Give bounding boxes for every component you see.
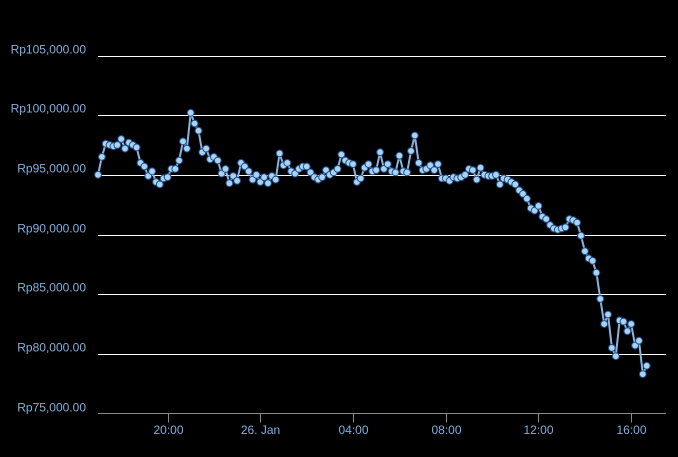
data-point[interactable] — [596, 295, 605, 303]
data-point[interactable] — [356, 174, 365, 183]
data-point[interactable] — [461, 170, 470, 179]
data-point[interactable] — [194, 126, 203, 135]
data-point[interactable] — [221, 165, 230, 173]
data-point[interactable] — [275, 149, 284, 158]
x-axis: 20:00 26. Jan 04:00 08:00 12:00 16:00 — [98, 413, 666, 437]
data-point[interactable] — [148, 167, 157, 176]
data-point[interactable] — [117, 135, 126, 143]
data-point[interactable] — [430, 166, 439, 175]
data-point[interactable] — [638, 370, 647, 379]
data-point[interactable] — [391, 168, 400, 177]
data-point[interactable] — [472, 175, 481, 184]
data-point[interactable] — [333, 165, 342, 173]
data-point[interactable] — [611, 352, 620, 361]
data-point[interactable] — [260, 173, 269, 182]
data-point[interactable] — [476, 163, 485, 172]
data-point[interactable] — [94, 170, 102, 179]
data-point[interactable] — [225, 179, 234, 188]
data-point[interactable] — [202, 144, 211, 153]
data-point[interactable] — [271, 175, 280, 184]
y-tick-label: Rp90,000.00 — [17, 222, 86, 236]
x-tick-label: 04:00 — [338, 423, 368, 437]
y-axis-tick-labels: Rp75,000.00 Rp80,000.00 Rp85,000.00 Rp90,00… — [11, 43, 87, 415]
data-point[interactable] — [98, 153, 106, 161]
data-point[interactable] — [534, 202, 543, 210]
data-point[interactable] — [140, 162, 149, 171]
data-point[interactable] — [600, 320, 609, 328]
data-point[interactable] — [113, 141, 122, 149]
x-tick-label: 26. Jan — [241, 423, 280, 437]
data-point[interactable] — [186, 108, 195, 117]
data-point[interactable] — [642, 361, 651, 370]
data-point[interactable] — [349, 160, 357, 169]
data-point[interactable] — [407, 147, 415, 155]
data-point[interactable] — [318, 173, 327, 182]
data-point[interactable] — [623, 327, 632, 336]
data-point[interactable] — [132, 143, 141, 152]
data-point[interactable] — [163, 173, 172, 182]
data-point[interactable] — [577, 231, 585, 240]
data-point[interactable] — [190, 119, 199, 128]
data-point[interactable] — [383, 160, 392, 169]
data-point[interactable] — [573, 218, 581, 227]
data-point[interactable] — [581, 247, 589, 256]
data-point[interactable] — [372, 166, 381, 175]
gridlines — [98, 56, 666, 355]
data-point[interactable] — [364, 160, 373, 169]
data-point[interactable] — [252, 170, 261, 179]
data-point[interactable] — [175, 156, 184, 165]
data-point[interactable] — [434, 160, 442, 169]
data-point[interactable] — [592, 268, 601, 277]
y-tick-label: Rp80,000.00 — [17, 341, 86, 355]
data-point[interactable] — [627, 320, 636, 328]
data-point[interactable] — [403, 168, 412, 177]
data-point[interactable] — [395, 151, 404, 160]
x-tick-label: 16:00 — [616, 423, 646, 437]
data-point[interactable] — [213, 156, 222, 165]
y-tick-label: Rp85,000.00 — [17, 281, 86, 295]
y-tick-label: Rp75,000.00 — [17, 401, 86, 415]
data-point[interactable] — [492, 170, 500, 179]
data-point[interactable] — [414, 159, 423, 167]
data-point[interactable] — [523, 194, 531, 203]
data-point[interactable] — [264, 179, 272, 188]
y-tick-label: Rp95,000.00 — [17, 162, 86, 176]
data-point[interactable] — [337, 150, 346, 159]
data-point[interactable] — [588, 256, 597, 265]
data-point[interactable] — [179, 137, 187, 146]
data-point[interactable] — [155, 180, 164, 189]
data-point[interactable] — [542, 215, 551, 223]
data-point[interactable] — [410, 131, 419, 140]
data-point[interactable] — [244, 167, 253, 176]
data-point[interactable] — [635, 336, 643, 345]
data-point[interactable] — [376, 148, 385, 157]
data-point[interactable] — [283, 159, 292, 167]
data-point[interactable] — [604, 310, 612, 319]
y-tick-label: Rp100,000.00 — [11, 102, 87, 116]
data-point[interactable] — [608, 344, 616, 352]
data-point[interactable] — [511, 180, 520, 189]
x-tick-label: 12:00 — [523, 423, 553, 437]
y-tick-label: Rp105,000.00 — [11, 43, 87, 57]
x-tick-label: 20:00 — [153, 423, 183, 437]
data-point[interactable] — [183, 144, 191, 153]
data-point[interactable] — [233, 176, 242, 185]
data-point[interactable] — [496, 180, 504, 189]
data-point[interactable] — [302, 162, 311, 171]
x-tick-label: 08:00 — [431, 423, 461, 437]
data-point[interactable] — [121, 144, 129, 153]
data-point[interactable] — [171, 165, 180, 173]
data-point[interactable] — [561, 223, 570, 232]
series-line — [97, 111, 648, 376]
price-series — [94, 108, 651, 379]
data-point[interactable] — [468, 166, 477, 175]
data-point[interactable] — [619, 317, 628, 326]
